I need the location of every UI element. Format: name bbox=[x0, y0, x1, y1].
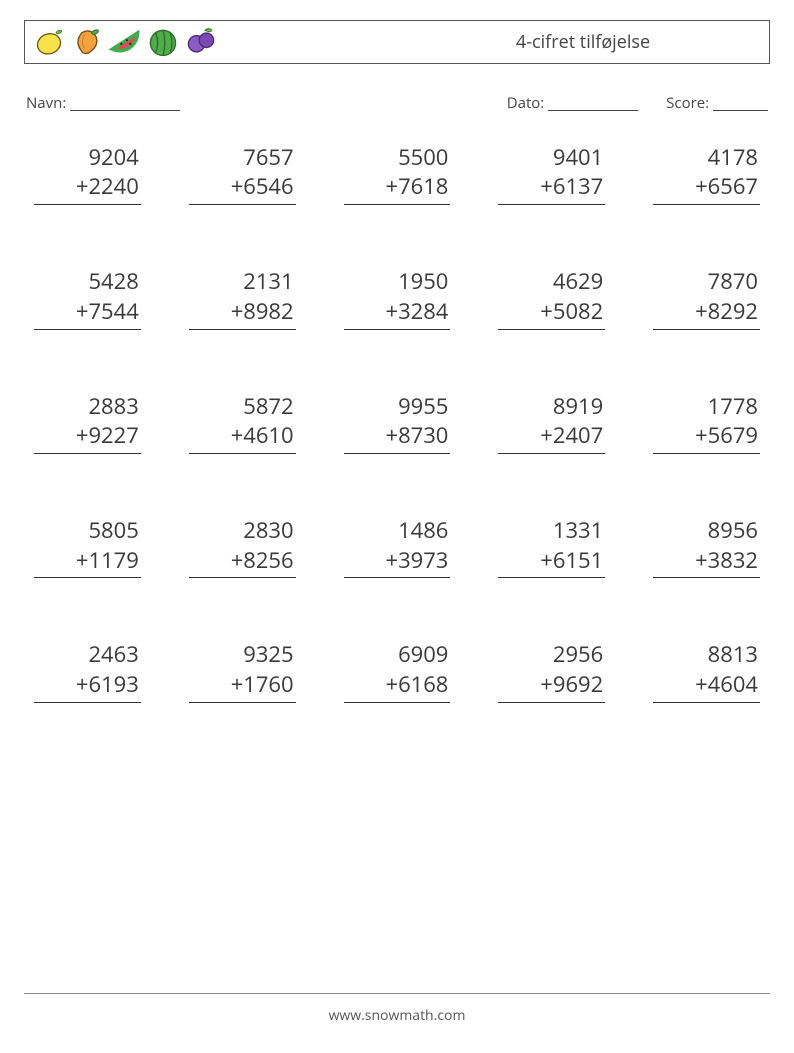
problem: 2956+9692 bbox=[498, 640, 605, 702]
addend-top: 6909 bbox=[344, 640, 451, 670]
date-field: Dato: bbox=[507, 92, 638, 113]
addend-bottom: +4610 bbox=[189, 421, 296, 454]
addend-bottom: +7618 bbox=[344, 172, 451, 205]
footer-url: www.snowmath.com bbox=[329, 1006, 466, 1025]
addend-bottom: +6137 bbox=[498, 172, 605, 205]
addend-bottom: +9692 bbox=[498, 670, 605, 703]
problem: 9325+1760 bbox=[189, 640, 296, 702]
addend-bottom: +7544 bbox=[34, 297, 141, 330]
addend-top: 8919 bbox=[498, 392, 605, 422]
addend-bottom: +6567 bbox=[653, 172, 760, 205]
addend-top: 9955 bbox=[344, 392, 451, 422]
addend-bottom: +8292 bbox=[653, 297, 760, 330]
addend-bottom: +1760 bbox=[189, 670, 296, 703]
addend-top: 2830 bbox=[189, 516, 296, 546]
lemon-icon bbox=[31, 24, 67, 60]
date-blank[interactable] bbox=[548, 95, 638, 111]
problem: 6909+6168 bbox=[344, 640, 451, 702]
worksheet-title: 4-cifret tilføjelse bbox=[397, 30, 769, 54]
problem: 1486+3973 bbox=[344, 516, 451, 578]
date-label: Dato: bbox=[507, 93, 545, 113]
watermelon-slice-icon bbox=[107, 24, 143, 60]
addend-bottom: +6193 bbox=[34, 670, 141, 703]
addend-bottom: +5679 bbox=[653, 421, 760, 454]
name-label: Navn: bbox=[26, 93, 66, 113]
addend-bottom: +3832 bbox=[653, 546, 760, 579]
problem: 9955+8730 bbox=[344, 392, 451, 454]
problem: 2830+8256 bbox=[189, 516, 296, 578]
addend-top: 9204 bbox=[34, 143, 141, 173]
addend-bottom: +9227 bbox=[34, 421, 141, 454]
problem: 1950+3284 bbox=[344, 267, 451, 329]
addend-bottom: +8982 bbox=[189, 297, 296, 330]
problem: 8919+2407 bbox=[498, 392, 605, 454]
problem: 8813+4604 bbox=[653, 640, 760, 702]
addend-top: 1486 bbox=[344, 516, 451, 546]
addend-bottom: +8730 bbox=[344, 421, 451, 454]
addend-bottom: +6546 bbox=[189, 172, 296, 205]
addend-top: 2883 bbox=[34, 392, 141, 422]
header-bar: 4-cifret tilføjelse bbox=[24, 20, 770, 64]
footer-divider bbox=[24, 993, 770, 994]
problem: 7870+8292 bbox=[653, 267, 760, 329]
problem: 5805+1179 bbox=[34, 516, 141, 578]
addend-top: 7657 bbox=[189, 143, 296, 173]
fruit-icon-row bbox=[31, 24, 219, 60]
addend-bottom: +6151 bbox=[498, 546, 605, 579]
problem: 7657+6546 bbox=[189, 143, 296, 205]
addend-top: 8813 bbox=[653, 640, 760, 670]
problem: 9401+6137 bbox=[498, 143, 605, 205]
addend-bottom: +2407 bbox=[498, 421, 605, 454]
name-blank[interactable] bbox=[70, 95, 180, 111]
addend-top: 5428 bbox=[34, 267, 141, 297]
addend-top: 5872 bbox=[189, 392, 296, 422]
addend-top: 5500 bbox=[344, 143, 451, 173]
problem: 4178+6567 bbox=[653, 143, 760, 205]
score-field: Score: bbox=[666, 92, 768, 113]
watermelon-icon bbox=[145, 24, 181, 60]
addend-top: 2956 bbox=[498, 640, 605, 670]
problem: 5500+7618 bbox=[344, 143, 451, 205]
problem: 2131+8982 bbox=[189, 267, 296, 329]
problem: 8956+3832 bbox=[653, 516, 760, 578]
problem: 5872+4610 bbox=[189, 392, 296, 454]
addend-bottom: +2240 bbox=[34, 172, 141, 205]
addend-bottom: +3284 bbox=[344, 297, 451, 330]
addend-bottom: +5082 bbox=[498, 297, 605, 330]
problem: 5428+7544 bbox=[34, 267, 141, 329]
problem: 9204+2240 bbox=[34, 143, 141, 205]
addend-top: 2463 bbox=[34, 640, 141, 670]
score-label: Score: bbox=[666, 93, 709, 113]
addend-bottom: +8256 bbox=[189, 546, 296, 579]
problem: 2463+6193 bbox=[34, 640, 141, 702]
addend-top: 7870 bbox=[653, 267, 760, 297]
addend-top: 4178 bbox=[653, 143, 760, 173]
problem: 4629+5082 bbox=[498, 267, 605, 329]
addend-top: 9401 bbox=[498, 143, 605, 173]
problems-grid: 9204+2240 7657+6546 5500+7618 9401+6137 4178… bbox=[24, 143, 770, 703]
addend-top: 8956 bbox=[653, 516, 760, 546]
problem: 1331+6151 bbox=[498, 516, 605, 578]
addend-top: 5805 bbox=[34, 516, 141, 546]
problem: 1778+5679 bbox=[653, 392, 760, 454]
addend-bottom: +4604 bbox=[653, 670, 760, 703]
addend-top: 1778 bbox=[653, 392, 760, 422]
worksheet-page: 4-cifret tilføjelse Navn: Dato: Score: 9… bbox=[0, 0, 794, 1053]
info-line: Navn: Dato: Score: bbox=[24, 92, 770, 113]
mango-icon bbox=[69, 24, 105, 60]
name-field: Navn: bbox=[26, 92, 180, 113]
addend-top: 1950 bbox=[344, 267, 451, 297]
page-footer: www.snowmath.com bbox=[0, 993, 794, 1025]
plums-icon bbox=[183, 24, 219, 60]
problem: 2883+9227 bbox=[34, 392, 141, 454]
addend-bottom: +3973 bbox=[344, 546, 451, 579]
addend-top: 2131 bbox=[189, 267, 296, 297]
addend-top: 1331 bbox=[498, 516, 605, 546]
score-blank[interactable] bbox=[713, 95, 768, 111]
addend-bottom: +6168 bbox=[344, 670, 451, 703]
addend-top: 9325 bbox=[189, 640, 296, 670]
addend-top: 4629 bbox=[498, 267, 605, 297]
addend-bottom: +1179 bbox=[34, 546, 141, 579]
